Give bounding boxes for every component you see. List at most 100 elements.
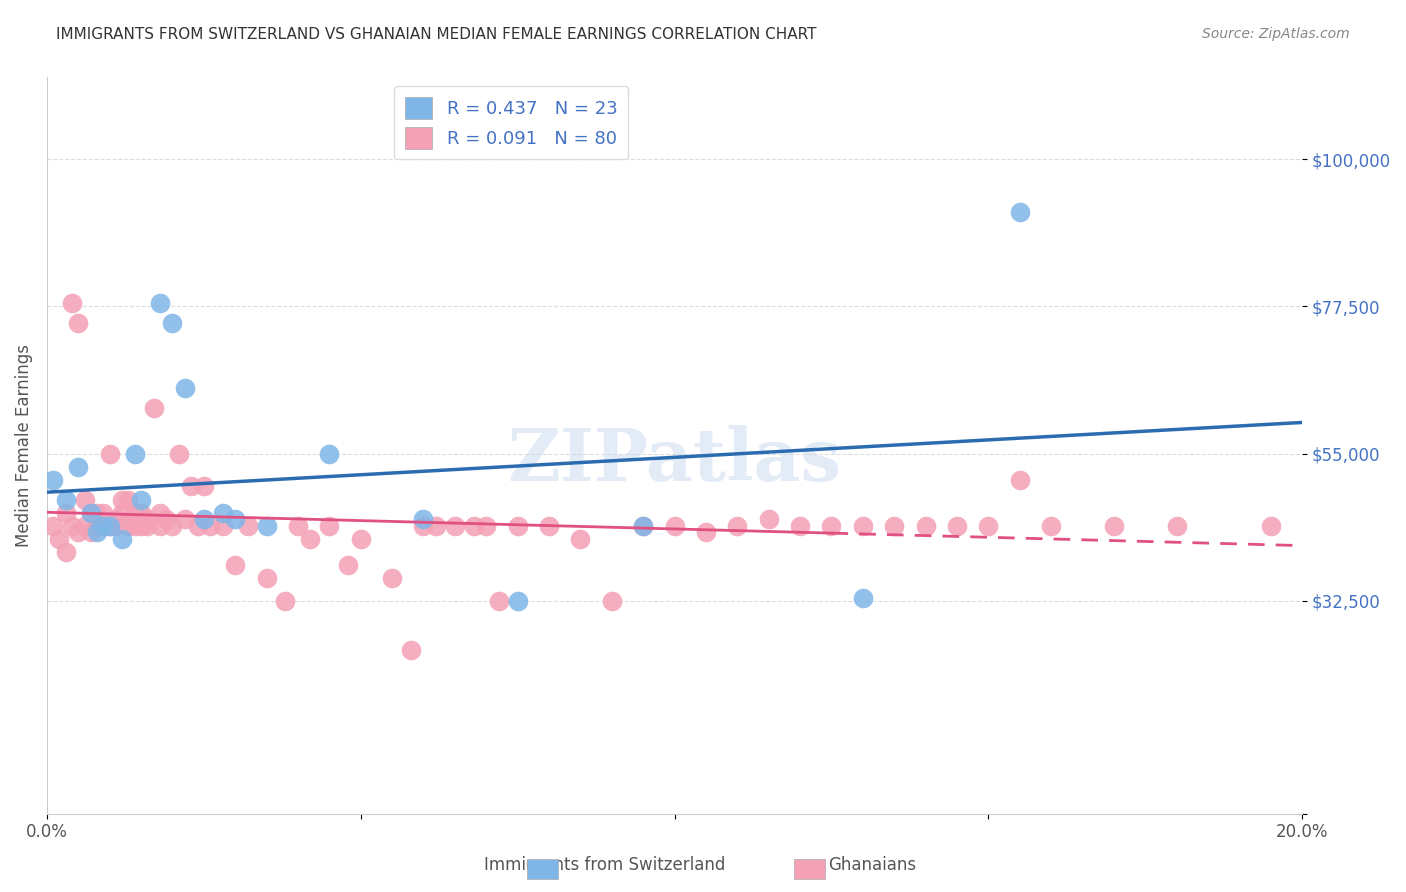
Point [1102,518,1125,533]
Y-axis label: Median Female Earnings: Median Female Earnings [15,344,32,547]
Point [149,296,172,310]
Point [488,594,510,608]
Point [337,558,360,572]
Point [506,594,529,608]
Point [287,518,309,533]
Point [180,479,202,493]
Point [167,447,190,461]
Point [883,518,905,533]
Point [67,316,90,330]
Point [98,518,121,533]
Point [80,506,103,520]
Point [149,506,172,520]
Point [631,518,654,533]
Point [86,525,108,540]
Point [42,518,65,533]
Point [98,447,121,461]
Point [111,532,134,546]
Point [104,512,127,526]
Point [475,518,498,533]
Point [149,518,172,533]
Point [67,459,90,474]
Point [914,518,936,533]
Point [193,479,215,493]
Point [600,594,623,608]
Point [60,518,83,533]
Point [820,518,842,533]
Point [104,518,127,533]
Point [73,518,96,533]
Legend: R = 0.437   N = 23, R = 0.091   N = 80: R = 0.437 N = 23, R = 0.091 N = 80 [394,87,628,160]
Point [174,381,197,395]
Text: IMMIGRANTS FROM SWITZERLAND VS GHANAIAN MEDIAN FEMALE EARNINGS CORRELATION CHART: IMMIGRANTS FROM SWITZERLAND VS GHANAIAN … [56,27,817,42]
Point [506,518,529,533]
Point [86,506,108,520]
Point [129,506,152,520]
Point [111,506,134,520]
Point [155,512,177,526]
Point [80,506,103,520]
Point [60,296,83,310]
Point [162,316,184,330]
Point [946,518,969,533]
Point [55,492,77,507]
Point [852,518,875,533]
Text: Immigrants from Switzerland: Immigrants from Switzerland [484,856,725,874]
Point [299,532,322,546]
Point [117,518,139,533]
Point [136,512,159,526]
Text: Source: ZipAtlas.com: Source: ZipAtlas.com [1202,27,1350,41]
Point [1040,518,1063,533]
Point [350,532,373,546]
Point [224,512,246,526]
Point [93,506,115,520]
Point [318,447,340,461]
Point [1008,473,1031,487]
Point [193,512,215,526]
Point [174,512,197,526]
Text: Ghanaians: Ghanaians [828,856,915,874]
Point [569,532,592,546]
Point [631,518,654,533]
Point [236,518,259,533]
Point [274,594,297,608]
Point [124,506,146,520]
Point [256,571,278,585]
Point [55,545,77,559]
Point [852,591,875,605]
Point [111,492,134,507]
Point [93,518,115,533]
Point [758,512,780,526]
Point [224,558,246,572]
Point [124,447,146,461]
Point [1260,518,1282,533]
Point [98,518,121,533]
Text: ZIPatlas: ZIPatlas [508,425,842,496]
Point [211,518,233,533]
Point [211,506,233,520]
Point [86,518,108,533]
Point [42,473,65,487]
Point [399,643,422,657]
Point [256,518,278,533]
Point [444,518,467,533]
Point [136,518,159,533]
Point [48,532,70,546]
Point [412,518,434,533]
Point [463,518,485,533]
Point [695,525,717,540]
Point [129,518,152,533]
Point [381,571,404,585]
Point [55,506,77,520]
Point [73,492,96,507]
Point [80,525,103,540]
Point [789,518,811,533]
Point [162,518,184,533]
Point [664,518,686,533]
Point [93,518,115,533]
Point [117,492,139,507]
Point [142,401,165,415]
Point [1166,518,1188,533]
Point [537,518,560,533]
Point [198,518,221,533]
